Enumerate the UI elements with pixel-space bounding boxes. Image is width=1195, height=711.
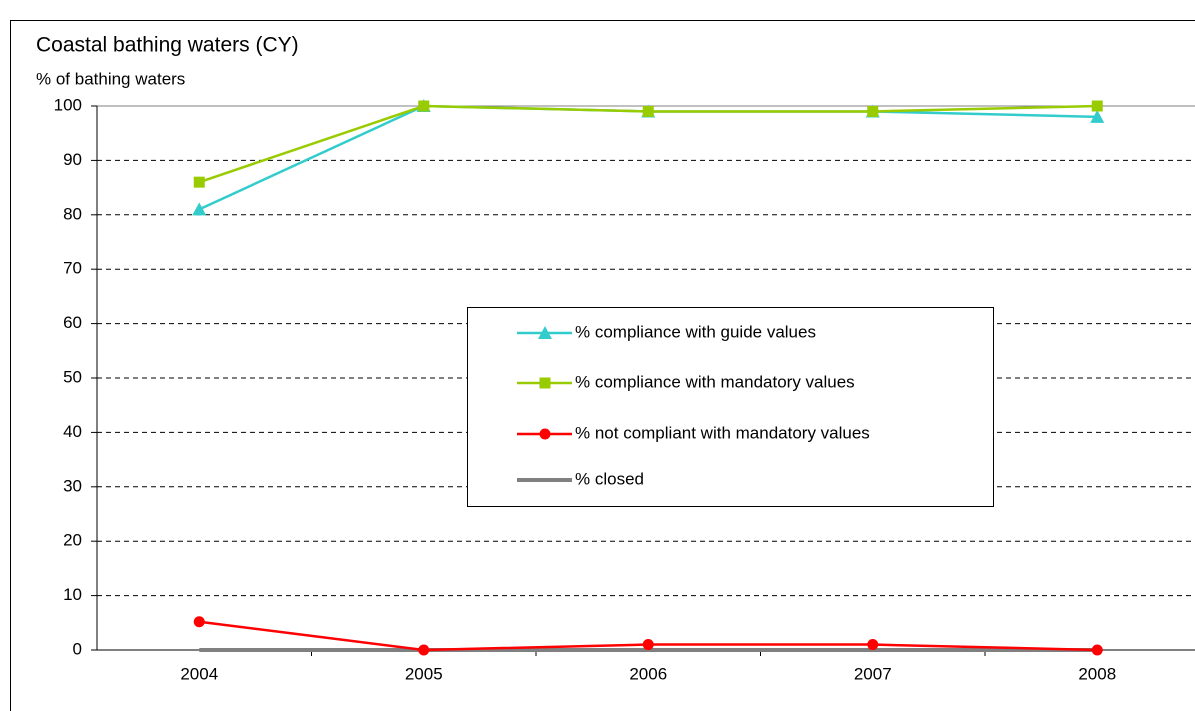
data-point (867, 105, 879, 117)
y-axis-label: % of bathing waters (36, 69, 185, 88)
data-point (418, 644, 430, 656)
y-tick-label: 50 (63, 367, 82, 386)
y-tick-label: 100 (54, 95, 82, 114)
x-tick-label: 2005 (405, 664, 443, 683)
data-point (193, 616, 205, 628)
y-tick-label: 80 (63, 204, 82, 223)
legend-label: % compliance with mandatory values (575, 372, 855, 391)
y-tick-label: 60 (63, 313, 82, 332)
data-point (642, 105, 654, 117)
legend-marker (538, 326, 552, 339)
legend-marker (539, 377, 551, 389)
x-tick-label: 2004 (180, 664, 218, 683)
x-tick-label: 2006 (629, 664, 667, 683)
y-tick-label: 20 (63, 531, 82, 550)
y-tick-label: 30 (63, 476, 82, 495)
data-point (1091, 644, 1103, 656)
data-point (867, 639, 879, 651)
legend: % compliance with guide values % complian… (467, 307, 994, 507)
data-point (192, 202, 207, 216)
data-point (642, 639, 654, 651)
x-tick-label: 2008 (1078, 664, 1116, 683)
legend-label: % not compliant with mandatory values (575, 423, 870, 442)
data-point (1090, 109, 1105, 123)
data-point (418, 100, 430, 112)
data-point (1091, 100, 1103, 112)
y-tick-label: 40 (63, 422, 82, 441)
legend-label: % compliance with guide values (575, 322, 816, 341)
y-tick-label: 10 (63, 585, 82, 604)
legend-label: % closed (575, 469, 644, 488)
data-point (193, 176, 205, 188)
y-tick-label: 70 (63, 259, 82, 278)
y-tick-label: 90 (63, 150, 82, 169)
chart-title: Coastal bathing waters (CY) (36, 34, 299, 57)
legend-marker (539, 428, 551, 440)
x-tick-label: 2007 (854, 664, 892, 683)
y-tick-label: 0 (73, 639, 82, 658)
legend-box (467, 307, 994, 507)
